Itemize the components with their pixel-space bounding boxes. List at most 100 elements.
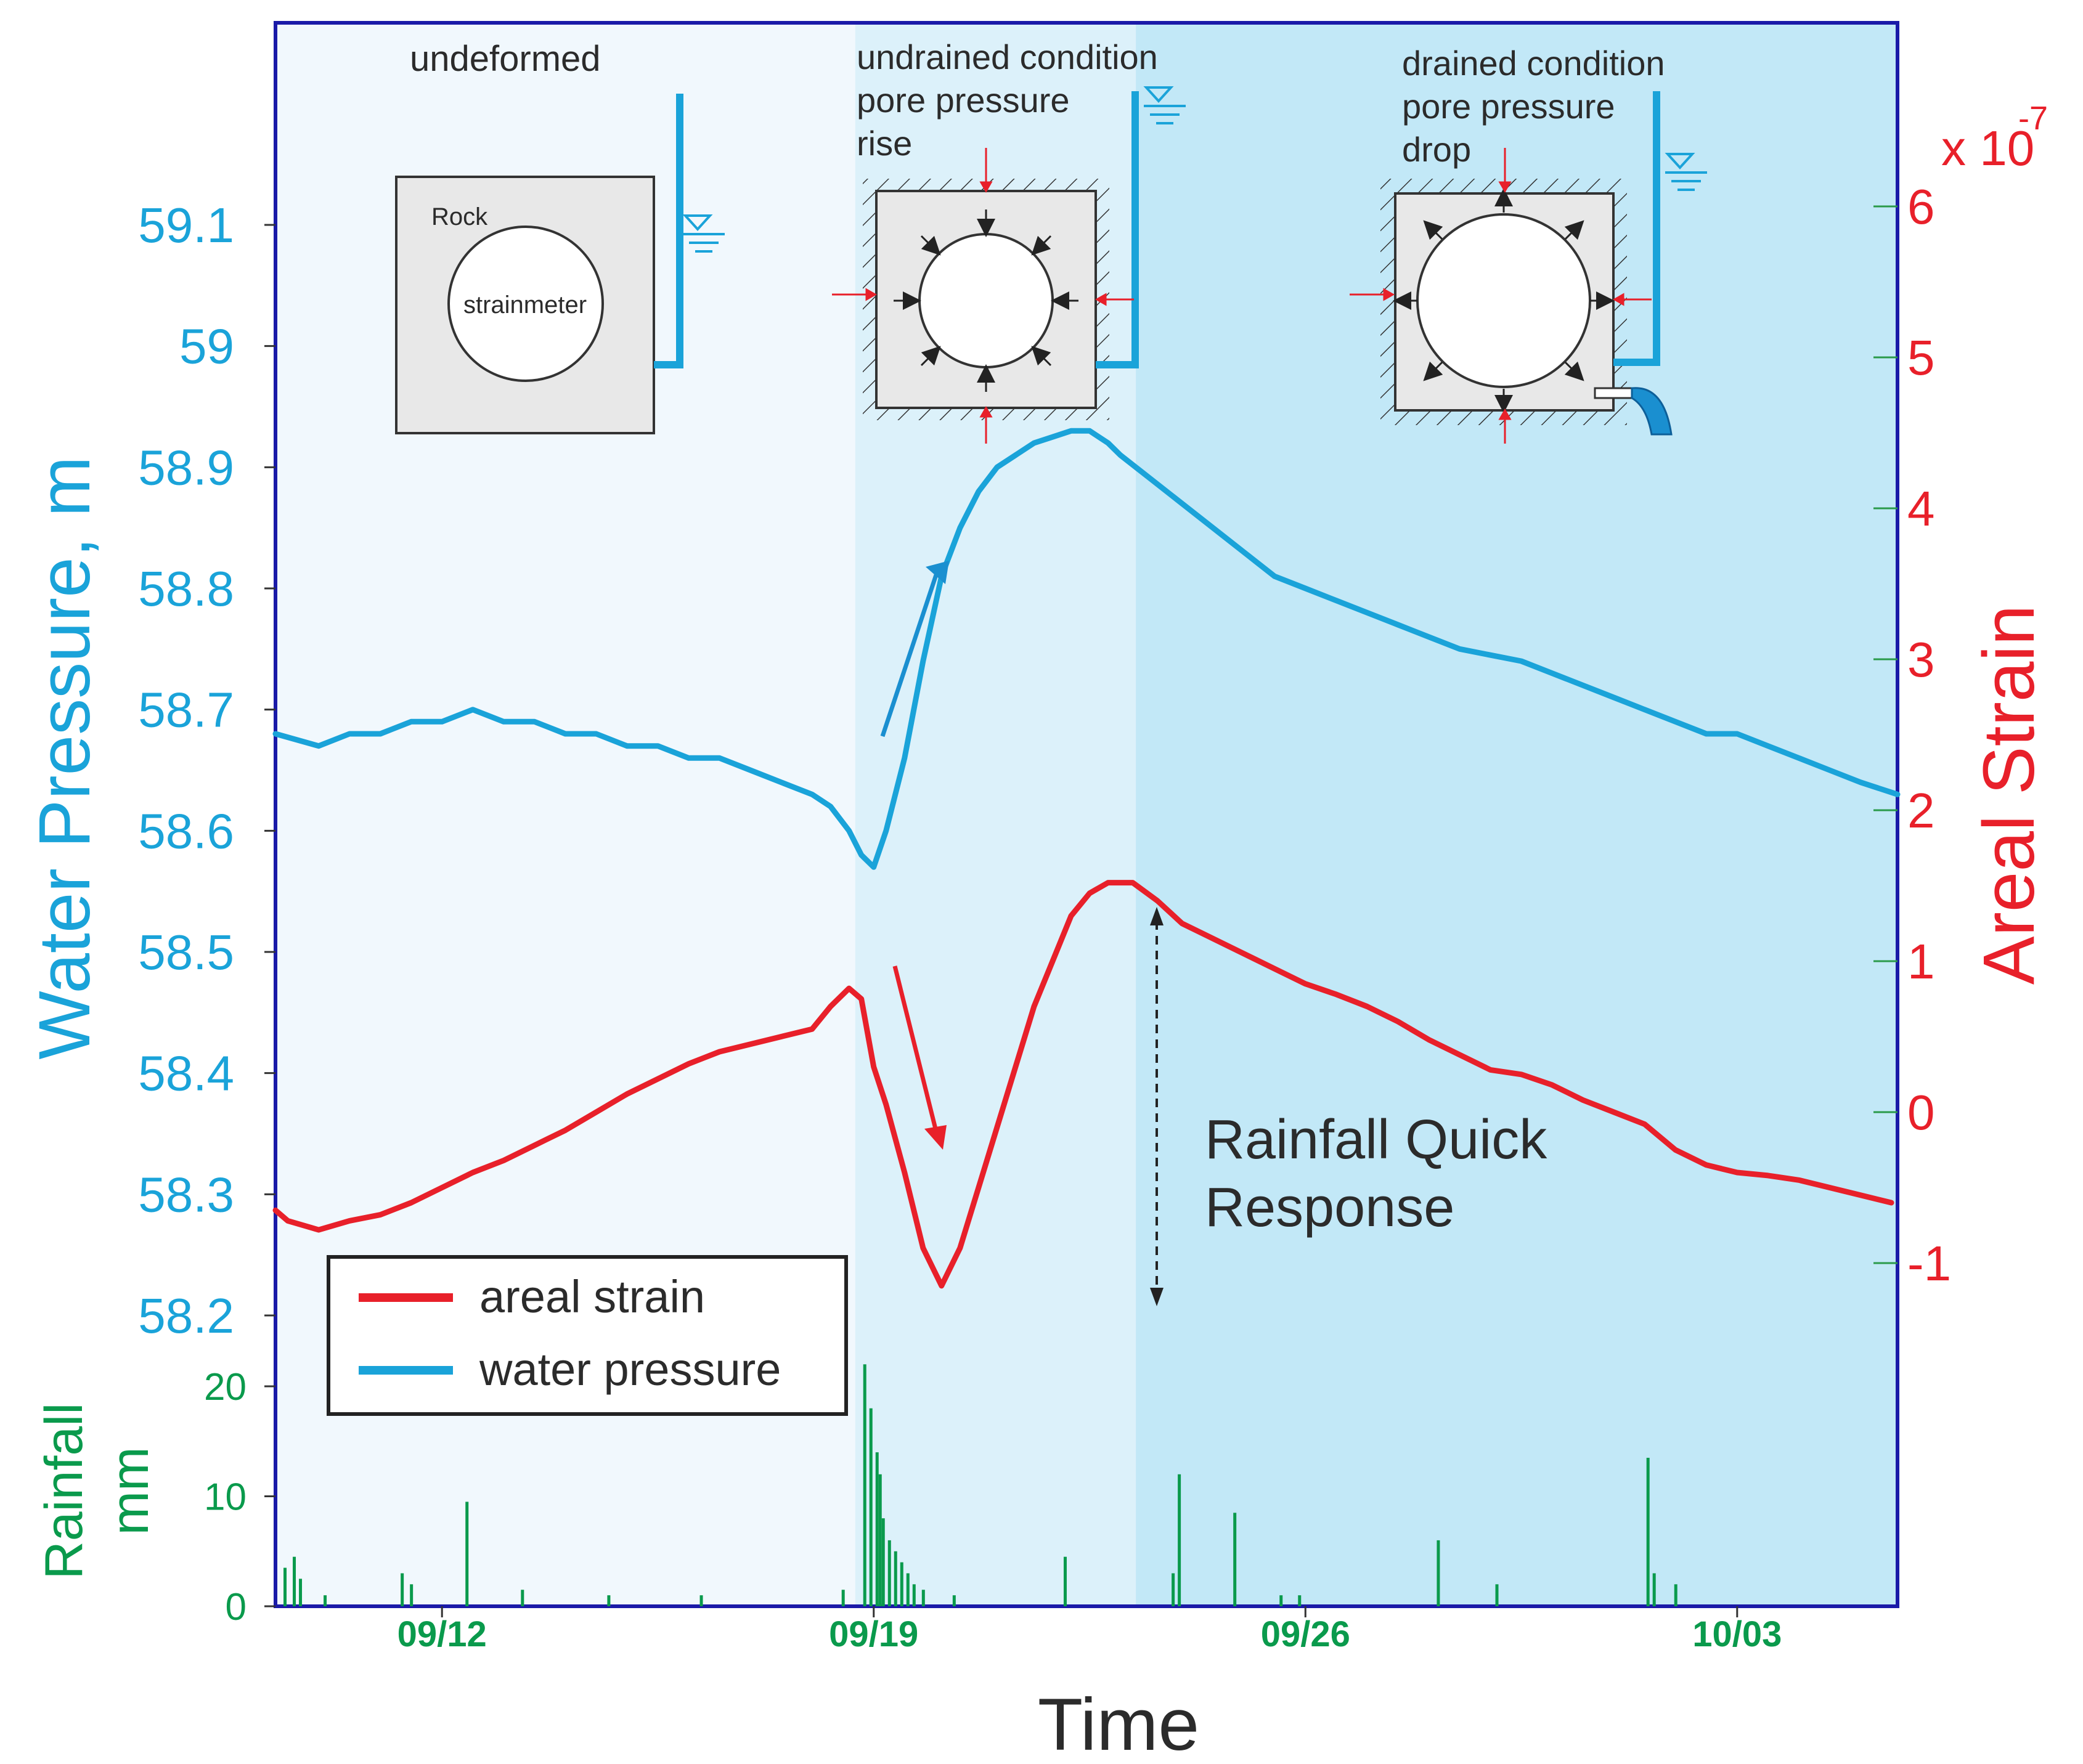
piezometer-tube-1 — [654, 94, 683, 368]
strainmeter-label: strainmeter — [463, 291, 587, 319]
y-left-tick-label-1: 58.3 — [138, 1167, 234, 1222]
series-lines — [272, 428, 1901, 1289]
rain-bar-17 — [894, 1551, 897, 1606]
rain-bar-33 — [1674, 1584, 1677, 1606]
undeformed-schematic: undeformed Rock strainmeter — [395, 39, 725, 434]
rain-bar-25 — [1178, 1474, 1181, 1606]
y-left-tick-label-5: 58.7 — [138, 683, 234, 738]
drained-label-1: drained condition — [1402, 44, 1665, 83]
y-right-tick-label-3: 2 — [1907, 783, 1935, 838]
rain-bar-13 — [875, 1452, 879, 1606]
rain-bar-20 — [912, 1584, 916, 1606]
y-right-tick-label-6: 5 — [1907, 330, 1935, 385]
rain-bar-9 — [699, 1595, 703, 1606]
y-left-tick-label-6: 58.8 — [138, 561, 234, 616]
rain-bar-4 — [401, 1573, 404, 1606]
strain-drop-arrow — [892, 965, 947, 1150]
y-left-tick-label-7: 58.9 — [138, 440, 234, 495]
undrained-label-3: rise — [857, 124, 912, 163]
rain-bar-19 — [906, 1573, 910, 1606]
rain-bar-7 — [521, 1590, 524, 1606]
rock-label: Rock — [431, 203, 488, 230]
y-axis-rain-ticks: 0 10 20 — [204, 1366, 275, 1628]
rain-bar-28 — [1298, 1595, 1302, 1606]
water-rise-arrow — [880, 561, 949, 738]
y-left-tick-label-2: 58.4 — [138, 1046, 234, 1101]
strainmeter-circle-undrained — [918, 233, 1054, 368]
rain-bar-0 — [283, 1567, 287, 1606]
rainfall-bars — [283, 1364, 1677, 1606]
y-axis-left-ticks: 58.2 58.3 58.4 58.5 58.6 58.7 58.8 58.9 59 59.1 — [138, 198, 275, 1343]
plot-frame — [274, 21, 1899, 1608]
drained-schematic: drained condition pore pressure drop — [1350, 44, 1707, 444]
rain-bar-29 — [1437, 1540, 1440, 1606]
rain-bar-5 — [410, 1584, 414, 1606]
strainmeter-circle-drained — [1416, 213, 1591, 388]
rain-bar-26 — [1233, 1513, 1237, 1606]
rain-bar-24 — [1172, 1573, 1175, 1606]
undrained-schematic: undrained condition pore pressure rise — [832, 38, 1186, 444]
x-tick-label-0: 09/12 — [397, 1614, 487, 1654]
rain-bar-21 — [921, 1590, 925, 1606]
quick-response-label-1: Rainfall Quick — [1205, 1109, 1547, 1171]
quick-response-arrow — [1150, 907, 1164, 1306]
y-right-tick-label-7: 6 — [1907, 179, 1935, 234]
legend-box — [327, 1255, 848, 1416]
series-line-water-pressure — [272, 428, 1901, 870]
y-rain-tick-label-2: 20 — [204, 1366, 247, 1408]
y-right-tick-label-0: -1 — [1907, 1236, 1951, 1291]
x-tick-label-2: 09/26 — [1261, 1614, 1350, 1654]
rain-bar-23 — [1063, 1556, 1067, 1606]
x-tick-label-3: 10/03 — [1692, 1614, 1782, 1654]
water-level-icon — [682, 214, 725, 253]
legend-label-areal-strain: areal strain — [479, 1271, 705, 1322]
piezometer-tube-2 — [1096, 91, 1139, 368]
drain-outflow — [1631, 387, 1673, 436]
y-rain-tick-label-0: 0 — [226, 1586, 247, 1628]
legend-label-water-pressure: water pressure — [479, 1344, 781, 1395]
red-load-arrows-1 — [832, 148, 1134, 444]
quick-response-label-2: Response — [1205, 1177, 1454, 1238]
rain-bar-15 — [881, 1518, 885, 1606]
rain-bar-31 — [1646, 1458, 1650, 1606]
red-load-arrows-2 — [1350, 148, 1652, 444]
rain-bar-3 — [324, 1595, 327, 1606]
y-axis-rain-title-line1: Rainfall — [35, 1403, 94, 1580]
x-axis-ticks: 09/12 09/19 09/26 10/03 — [397, 1606, 1782, 1654]
y-right-tick-label-2: 1 — [1907, 934, 1935, 989]
water-level-icon-3 — [1665, 153, 1707, 191]
rain-bar-6 — [465, 1502, 469, 1606]
x-tick-label-1: 09/19 — [829, 1614, 918, 1654]
rain-bar-22 — [952, 1595, 956, 1606]
rain-bar-2 — [299, 1579, 303, 1606]
rain-bar-16 — [887, 1540, 891, 1606]
y-left-tick-label-3: 58.5 — [138, 925, 234, 980]
rain-bar-14 — [878, 1474, 882, 1606]
rain-bar-11 — [863, 1364, 866, 1606]
outward-arrows — [1393, 188, 1615, 413]
y-right-tick-label-5: 4 — [1907, 481, 1935, 536]
drained-label-3: drop — [1402, 130, 1471, 169]
rain-bar-12 — [869, 1408, 873, 1606]
y-rain-tick-label-1: 10 — [204, 1476, 247, 1519]
y-axis-right-ticks: -1 0 1 2 3 4 5 6 — [1873, 179, 1951, 1291]
rain-bar-27 — [1279, 1595, 1283, 1606]
y-axis-rain-title-line2: mm — [100, 1447, 160, 1535]
legend: areal strain water pressure — [327, 1255, 848, 1416]
undrained-label-2: pore pressure — [857, 81, 1070, 120]
undeformed-label: undeformed — [410, 39, 601, 79]
y-right-tick-label-4: 3 — [1907, 632, 1935, 687]
y-axis-left-title: Water Pressure, m — [24, 456, 105, 1059]
rain-bar-1 — [293, 1556, 296, 1606]
rain-bar-30 — [1495, 1584, 1499, 1606]
y-left-tick-label-8: 59 — [179, 319, 234, 374]
y-axis-right-multiplier: x 10 — [1941, 121, 2034, 176]
y-axis-right-title: Areal Strain — [1968, 605, 2050, 985]
y-right-tick-label-1: 0 — [1907, 1085, 1935, 1140]
rain-bar-18 — [900, 1562, 903, 1606]
water-level-icon-2 — [1143, 86, 1186, 124]
y-left-tick-label-9: 59.1 — [138, 198, 234, 253]
x-axis-title: Time — [1038, 1683, 1199, 1764]
rain-bar-32 — [1652, 1573, 1656, 1606]
